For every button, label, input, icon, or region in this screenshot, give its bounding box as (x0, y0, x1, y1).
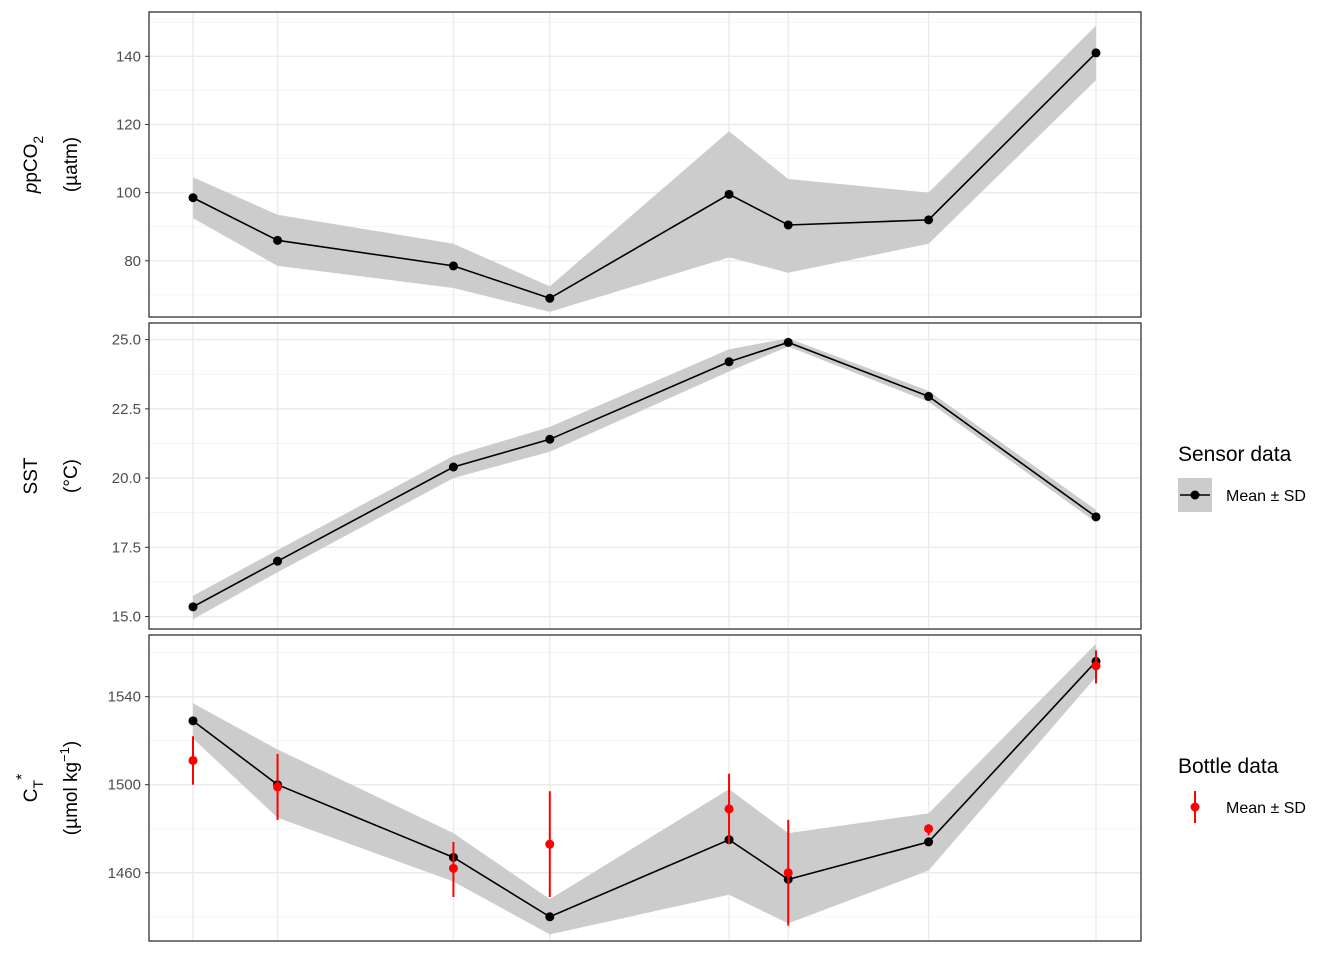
y-tick-label: 100 (116, 185, 141, 202)
y-axis-units: (°C) (61, 459, 82, 493)
y-axis-units: (µmol kg−1) (57, 741, 82, 835)
mean-line (192, 341, 1097, 608)
y-tick-label: 120 (116, 116, 141, 133)
bottle-point (783, 868, 793, 878)
legend-sensor-title: Sensor data (1178, 443, 1292, 466)
y-tick-label: 80 (124, 253, 141, 270)
sensor-point (188, 193, 198, 203)
y-tick-label: 1460 (108, 865, 141, 882)
sensor-point (724, 189, 734, 199)
bottle-point (1091, 661, 1101, 671)
panel-border (148, 11, 1142, 318)
mean-line (192, 52, 1097, 300)
y-axis-title-prefix: p (21, 183, 42, 195)
y-axis-title-main: SST (21, 457, 42, 494)
sensor-point (1091, 48, 1101, 58)
y-tick-label: 17.5 (112, 539, 141, 556)
legend-bottle-label: Mean ± SD (1226, 800, 1306, 817)
sensor-point (545, 434, 555, 444)
sensor-point (724, 357, 734, 367)
bottle-point (188, 755, 198, 765)
y-axis-units: (µatm) (61, 137, 82, 192)
sensor-point (273, 556, 283, 566)
sensor-point (924, 837, 934, 847)
bottle-point (924, 824, 934, 834)
sensor-point (188, 716, 198, 726)
legend-sensor-key-point (1190, 490, 1200, 500)
y-axis-title: SST (21, 457, 42, 494)
bottle-point (545, 839, 555, 849)
sensor-point (1091, 512, 1101, 522)
panel-border (148, 322, 1142, 630)
y-tick-label: 25.0 (112, 332, 141, 349)
panel-1: 15.0 17.5 20.0 22.5 25.0 SST (°C) (21, 322, 1142, 630)
legend-bottle: Bottle data Mean ± SD (1178, 755, 1306, 823)
y-axis-units-main: (µmol kg (61, 762, 82, 835)
sensor-point (783, 337, 793, 347)
y-axis-title-sub: 2 (30, 136, 46, 144)
y-tick-label: 140 (116, 48, 141, 65)
y-tick-label: 22.5 (112, 401, 141, 418)
legend-sensor-label: Mean ± SD (1226, 488, 1306, 505)
sensor-point (188, 602, 198, 612)
y-axis-title: CT* (14, 774, 46, 803)
bottle-point (724, 804, 734, 814)
y-axis-title-main: C (21, 789, 42, 803)
panel-0: 80 100 120 140 ppCO2 (µatm) (21, 11, 1142, 318)
sd-band (193, 25, 1096, 312)
legend-sensor: Sensor data Mean ± SD (1178, 443, 1306, 512)
sensor-point (783, 220, 793, 230)
y-axis-title-sup: * (14, 774, 31, 780)
mean-line (192, 660, 1097, 918)
panels: 80 100 120 140 ppCO2 (µatm) 15.0 17.5 20.0 22.5 25… (14, 11, 1142, 942)
y-tick-label: 1500 (108, 777, 141, 794)
y-axis-units-close: ) (61, 741, 82, 747)
sd-band (193, 338, 1096, 620)
y-axis-units-main: (°C) (61, 459, 82, 493)
y-axis-title-main: pCO (21, 144, 42, 183)
sensor-point (448, 261, 458, 271)
legend-bottle-key-point (1190, 802, 1200, 812)
bottle-point (273, 782, 283, 792)
sd-band (193, 643, 1096, 935)
legend-bottle-title: Bottle data (1178, 755, 1279, 778)
y-axis-title-sub: T (30, 780, 46, 789)
sensor-point (924, 215, 934, 225)
y-tick-label: 20.0 (112, 470, 141, 487)
sensor-point (545, 293, 555, 303)
legends: Sensor data Mean ± SD Bottle data Mean ±… (1178, 443, 1306, 823)
y-axis-units-main: (µatm) (61, 137, 82, 192)
panel-2: 1460 1500 1540 CT* (µmol kg−1) (14, 634, 1142, 942)
y-tick-label: 1540 (108, 689, 141, 706)
y-tick-label: 15.0 (112, 609, 141, 626)
sensor-point (924, 391, 934, 401)
panel-border (148, 634, 1142, 942)
y-axis-units-sup: −1 (57, 747, 72, 762)
bottle-point (448, 863, 458, 873)
sensor-point (273, 235, 283, 245)
y-axis-title: ppCO2 (21, 136, 46, 195)
sensor-point (545, 912, 555, 922)
sensor-point (448, 462, 458, 472)
